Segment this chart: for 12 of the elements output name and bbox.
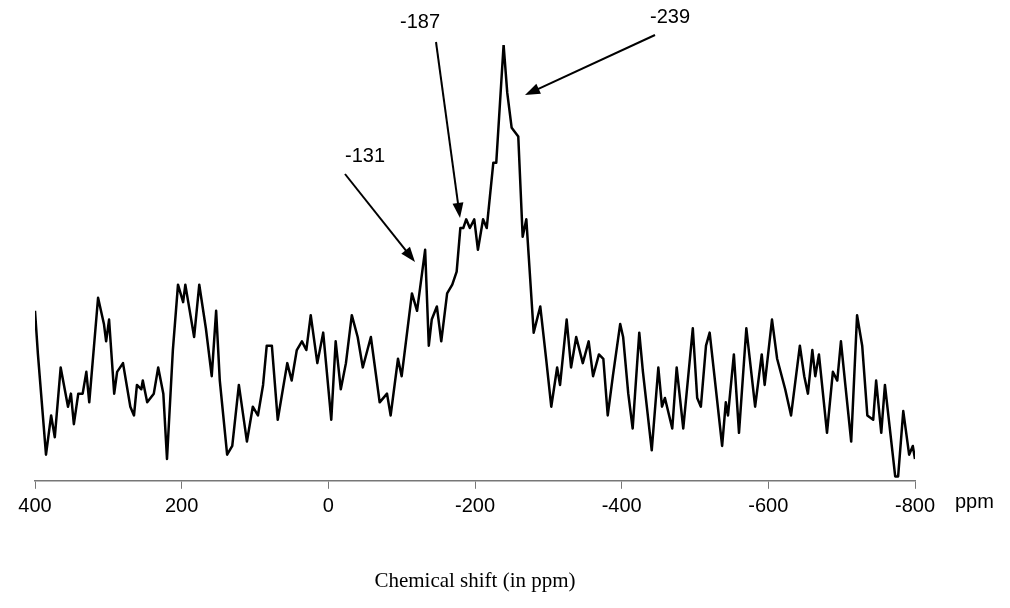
x-tick-label: -800	[894, 494, 936, 517]
x-tick-label: 400	[18, 494, 52, 517]
text: -187	[399, 9, 441, 32]
x-tick-label: -400	[601, 494, 642, 517]
text: -239	[649, 4, 691, 27]
x-tick-label: 200	[164, 494, 199, 517]
x-tick-label: -600	[748, 494, 789, 517]
annotation: -131	[344, 143, 386, 166]
x-tick-label: -200	[454, 494, 496, 517]
x-tick-label: 0	[322, 494, 334, 517]
x-axis-title: Chemical shift (in ppm)	[374, 567, 576, 592]
text: ppm	[955, 490, 994, 513]
